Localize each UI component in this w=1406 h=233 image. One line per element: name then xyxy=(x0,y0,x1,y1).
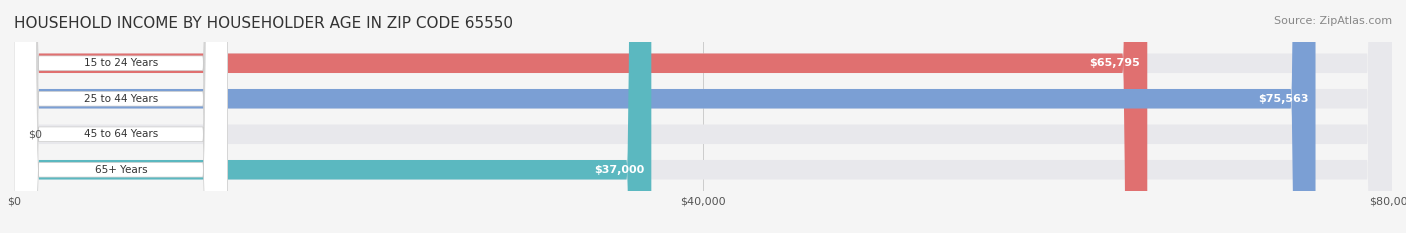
Text: $0: $0 xyxy=(28,129,42,139)
FancyBboxPatch shape xyxy=(14,0,228,233)
Text: $75,563: $75,563 xyxy=(1258,94,1309,104)
FancyBboxPatch shape xyxy=(14,0,1392,233)
FancyBboxPatch shape xyxy=(14,0,228,233)
Text: 15 to 24 Years: 15 to 24 Years xyxy=(84,58,157,68)
Text: Source: ZipAtlas.com: Source: ZipAtlas.com xyxy=(1274,16,1392,26)
FancyBboxPatch shape xyxy=(14,0,1392,233)
FancyBboxPatch shape xyxy=(14,0,1316,233)
FancyBboxPatch shape xyxy=(14,0,1392,233)
Text: $37,000: $37,000 xyxy=(595,165,644,175)
FancyBboxPatch shape xyxy=(14,0,1392,233)
Text: 65+ Years: 65+ Years xyxy=(94,165,148,175)
Text: $65,795: $65,795 xyxy=(1090,58,1140,68)
Text: HOUSEHOLD INCOME BY HOUSEHOLDER AGE IN ZIP CODE 65550: HOUSEHOLD INCOME BY HOUSEHOLDER AGE IN Z… xyxy=(14,16,513,31)
FancyBboxPatch shape xyxy=(14,0,228,233)
Text: 45 to 64 Years: 45 to 64 Years xyxy=(84,129,157,139)
Text: 25 to 44 Years: 25 to 44 Years xyxy=(84,94,157,104)
FancyBboxPatch shape xyxy=(14,0,228,233)
FancyBboxPatch shape xyxy=(14,0,1147,233)
FancyBboxPatch shape xyxy=(14,0,651,233)
